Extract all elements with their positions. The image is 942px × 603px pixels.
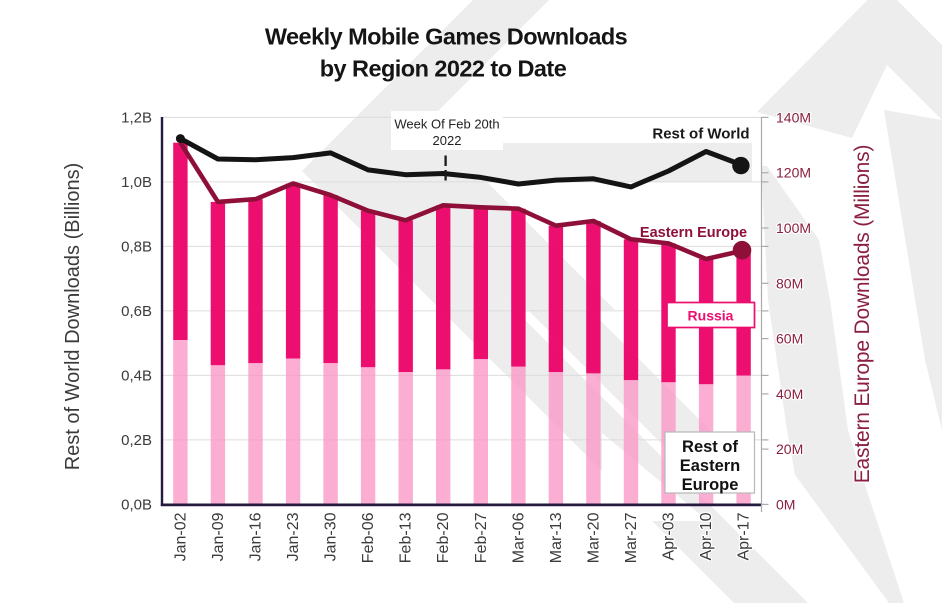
svg-text:Rest of: Rest of xyxy=(682,438,738,456)
svg-text:Apr-03: Apr-03 xyxy=(661,512,678,560)
svg-text:0,4B: 0,4B xyxy=(121,368,152,385)
svg-text:Feb-13: Feb-13 xyxy=(398,512,415,563)
svg-text:140M: 140M xyxy=(776,109,811,125)
svg-text:Eastern: Eastern xyxy=(680,457,741,475)
svg-text:100M: 100M xyxy=(776,220,811,236)
svg-text:Week Of Feb 20th: Week Of Feb 20th xyxy=(394,117,499,132)
svg-text:Feb-20: Feb-20 xyxy=(435,512,452,563)
svg-text:Feb-06: Feb-06 xyxy=(360,512,377,563)
svg-text:Jan-02: Jan-02 xyxy=(172,512,189,561)
svg-text:Feb-27: Feb-27 xyxy=(473,512,490,563)
svg-text:1,0B: 1,0B xyxy=(121,174,152,191)
svg-text:80M: 80M xyxy=(776,275,803,291)
svg-text:Eastern Europe: Eastern Europe xyxy=(640,225,747,241)
svg-text:0,8B: 0,8B xyxy=(121,239,152,256)
svg-text:Jan-16: Jan-16 xyxy=(248,512,265,561)
svg-text:2022: 2022 xyxy=(433,133,462,148)
svg-text:Rest of World: Rest of World xyxy=(652,126,749,143)
svg-text:Jan-23: Jan-23 xyxy=(285,512,302,561)
svg-text:Mar-20: Mar-20 xyxy=(585,512,602,563)
svg-text:40M: 40M xyxy=(776,386,803,402)
svg-text:by Region 2022 to Date: by Region 2022 to Date xyxy=(320,56,567,82)
svg-text:120M: 120M xyxy=(776,165,811,181)
svg-text:Jan-30: Jan-30 xyxy=(323,512,340,561)
svg-text:Apr-10: Apr-10 xyxy=(698,512,715,560)
svg-text:Mar-27: Mar-27 xyxy=(623,512,640,563)
svg-text:Weekly Mobile Games Downloads: Weekly Mobile Games Downloads xyxy=(265,23,628,49)
svg-text:0,2B: 0,2B xyxy=(121,432,152,449)
svg-text:0M: 0M xyxy=(776,496,795,512)
svg-text:20M: 20M xyxy=(776,441,803,457)
svg-text:60M: 60M xyxy=(776,331,803,347)
svg-text:Mar-06: Mar-06 xyxy=(510,512,527,563)
svg-text:Apr-17: Apr-17 xyxy=(736,512,753,560)
svg-text:Europe: Europe xyxy=(682,476,739,494)
svg-text:Eastern Europe Downloads (Mil: Eastern Europe Downloads (Millions) xyxy=(851,145,874,484)
svg-text:0,6B: 0,6B xyxy=(121,303,152,320)
svg-text:Mar-13: Mar-13 xyxy=(548,512,565,563)
svg-text:Rest of World Downloads (Billi: Rest of World Downloads (Billions) xyxy=(62,163,84,471)
svg-text:Jan-09: Jan-09 xyxy=(210,512,227,561)
svg-text:Russia: Russia xyxy=(688,308,734,324)
svg-text:1,2B: 1,2B xyxy=(121,110,152,127)
svg-text:0,0B: 0,0B xyxy=(121,497,152,514)
